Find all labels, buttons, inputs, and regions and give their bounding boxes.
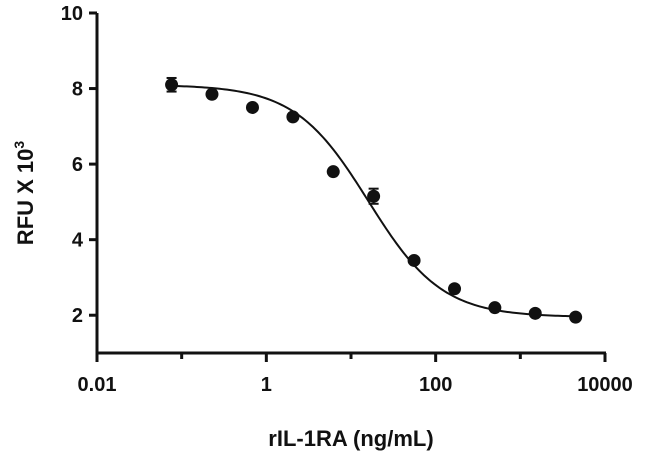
data-point [205, 87, 219, 101]
x-tick-label: 0.01 [78, 374, 117, 396]
data-point [245, 100, 259, 114]
y-axis-title-superscript: 3 [11, 141, 27, 149]
data-point [528, 306, 542, 320]
y-axis-title-main: RFU X 10 [13, 149, 38, 246]
y-tick-label: 4 [72, 230, 84, 252]
y-tick-label: 8 [72, 79, 83, 101]
data-point [286, 110, 300, 124]
x-tick-label: 10000 [577, 374, 633, 396]
data-point [448, 282, 462, 296]
data-point [569, 310, 583, 324]
x-axis-title: rIL-1RA (ng/mL) [268, 426, 433, 451]
data-point [326, 165, 340, 179]
data-points [165, 76, 583, 324]
y-tick-label: 6 [72, 154, 83, 176]
fit-curve [171, 84, 576, 318]
y-tick-label: 2 [72, 305, 83, 327]
x-tick-label: 1 [261, 374, 272, 396]
x-axis-ticks: 0.01 1 100 10000 [78, 353, 633, 396]
y-tick-label: 10 [61, 3, 83, 25]
y-axis-ticks: 2 4 6 8 10 [61, 3, 97, 327]
data-point [407, 253, 421, 267]
x-tick-label: 100 [419, 374, 452, 396]
data-point [165, 78, 179, 92]
y-axis-title: RFU X 103 [11, 141, 38, 246]
data-point [488, 301, 502, 315]
data-point [367, 189, 381, 203]
